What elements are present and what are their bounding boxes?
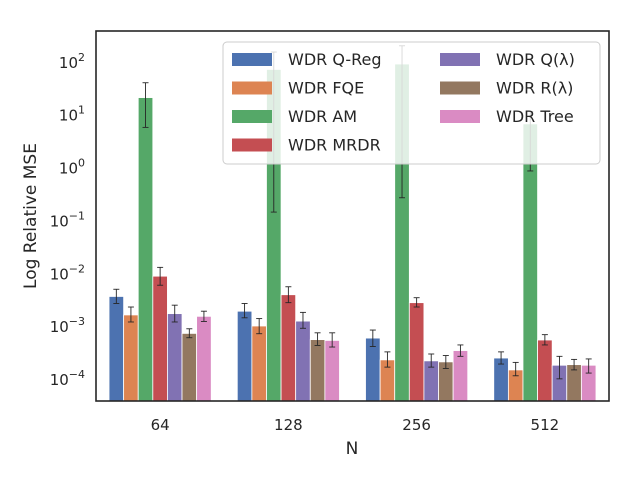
error-bar-wdr-tree-128 — [329, 332, 336, 348]
legend-swatch-wdr-tree — [440, 110, 480, 123]
legend-label: WDR R(λ) — [496, 79, 573, 98]
bar-wdr-tree-64 — [196, 315, 212, 402]
x-axis-label: N — [346, 439, 359, 459]
legend: WDR Q-Reg WDR FQE WDR AM WDR MRDR WDR Q(λ) WD… — [222, 41, 601, 165]
plot-frame — [95, 30, 610, 402]
x-tick-label: 512 — [531, 416, 560, 434]
bar-wdr-q-reg-256 — [365, 337, 381, 402]
y-tick-label: 10−1 — [50, 209, 85, 230]
bar-wdr-mrdr-512 — [537, 339, 553, 402]
bar-wdr-q--128 — [295, 320, 311, 402]
legend-swatch-wdr-r- — [440, 81, 480, 95]
bar-wdr-tree-128 — [324, 340, 340, 402]
legend-swatch-wdr-q- — [440, 53, 480, 66]
error-bar-wdr-tree-64 — [200, 310, 207, 322]
legend-label: WDR MRDR — [288, 136, 381, 155]
x-tick-label: 64 — [151, 416, 170, 434]
legend-box — [222, 41, 601, 165]
legend-swatch-wdr-fqe — [232, 81, 272, 95]
error-bar-wdr-q--512 — [556, 355, 563, 380]
error-bar-wdr-fqe-256 — [384, 351, 391, 368]
error-bar-wdr-q--256 — [428, 353, 435, 368]
bar-wdr-mrdr-64 — [152, 275, 168, 402]
error-bar-wdr-r--512 — [571, 358, 578, 371]
y-tick-label: 10−4 — [50, 368, 85, 389]
bar-wdr-fqe-64 — [123, 314, 139, 402]
error-bar-wdr-r--256 — [442, 355, 449, 369]
error-bar-wdr-tree-512 — [585, 358, 592, 374]
y-tick-label: 10−3 — [50, 315, 85, 336]
y-axis-label: Log Relative MSE — [21, 143, 41, 289]
error-bar-wdr-mrdr-512 — [541, 334, 548, 346]
error-bar-wdr-r--64 — [186, 328, 193, 339]
bar-wdr-r--128 — [309, 339, 326, 402]
x-axis-ticks: 64 128 256 512 — [151, 416, 560, 434]
bar-wdr-am-64 — [137, 97, 154, 402]
legend-swatch-wdr-am — [232, 110, 272, 123]
error-bar-wdr-q-reg-256 — [369, 329, 376, 347]
error-bar-wdr-q-reg-512 — [498, 351, 505, 365]
legend-label: WDR FQE — [288, 79, 364, 98]
x-tick-label: 128 — [274, 416, 303, 434]
error-bar-wdr-mrdr-64 — [157, 266, 164, 286]
bar-wdr-q-reg-64 — [108, 296, 125, 402]
y-tick-label: 10−2 — [50, 262, 85, 283]
bar-wdr-fqe-128 — [251, 325, 267, 402]
error-bar-wdr-fqe-128 — [256, 318, 263, 335]
y-tick-label: 102 — [59, 51, 85, 72]
error-bar-wdr-fqe-64 — [127, 306, 134, 323]
bar-wdr-q-reg-128 — [236, 310, 253, 402]
y-tick-label: 101 — [59, 104, 85, 125]
y-tick-label: 100 — [59, 157, 85, 178]
legend-swatch-wdr-q-reg — [232, 53, 272, 66]
legend-label: WDR Q(λ) — [496, 50, 575, 69]
error-bar-wdr-q-reg-64 — [113, 288, 120, 304]
x-tick-label: 256 — [402, 416, 431, 434]
bar-wdr-mrdr-256 — [408, 302, 425, 402]
error-bar-wdr-mrdr-256 — [413, 297, 420, 308]
bar-wdr-r--64 — [181, 333, 198, 402]
error-bar-wdr-r--128 — [314, 332, 321, 346]
legend-label: WDR Tree — [496, 107, 574, 126]
legend-label: WDR AM — [288, 107, 357, 126]
bar-wdr-q--64 — [167, 313, 183, 402]
error-bar-wdr-tree-256 — [457, 344, 464, 357]
legend-label: WDR Q-Reg — [288, 50, 382, 69]
error-bar-wdr-am-64 — [142, 82, 149, 128]
error-bar-wdr-mrdr-128 — [285, 286, 292, 304]
error-bar-wdr-q--64 — [171, 304, 178, 323]
error-bar-wdr-q-reg-128 — [241, 303, 248, 319]
y-axis-ticks: 10−4 10−3 10−2 10−1 100 101 102 — [50, 51, 85, 389]
bar-wdr-tree-256 — [452, 350, 469, 402]
legend-swatch-wdr-mrdr — [232, 138, 272, 152]
error-bar-wdr-q--128 — [299, 311, 306, 329]
error-bar-wdr-fqe-512 — [512, 361, 519, 377]
bar-wdr-mrdr-128 — [280, 294, 297, 402]
